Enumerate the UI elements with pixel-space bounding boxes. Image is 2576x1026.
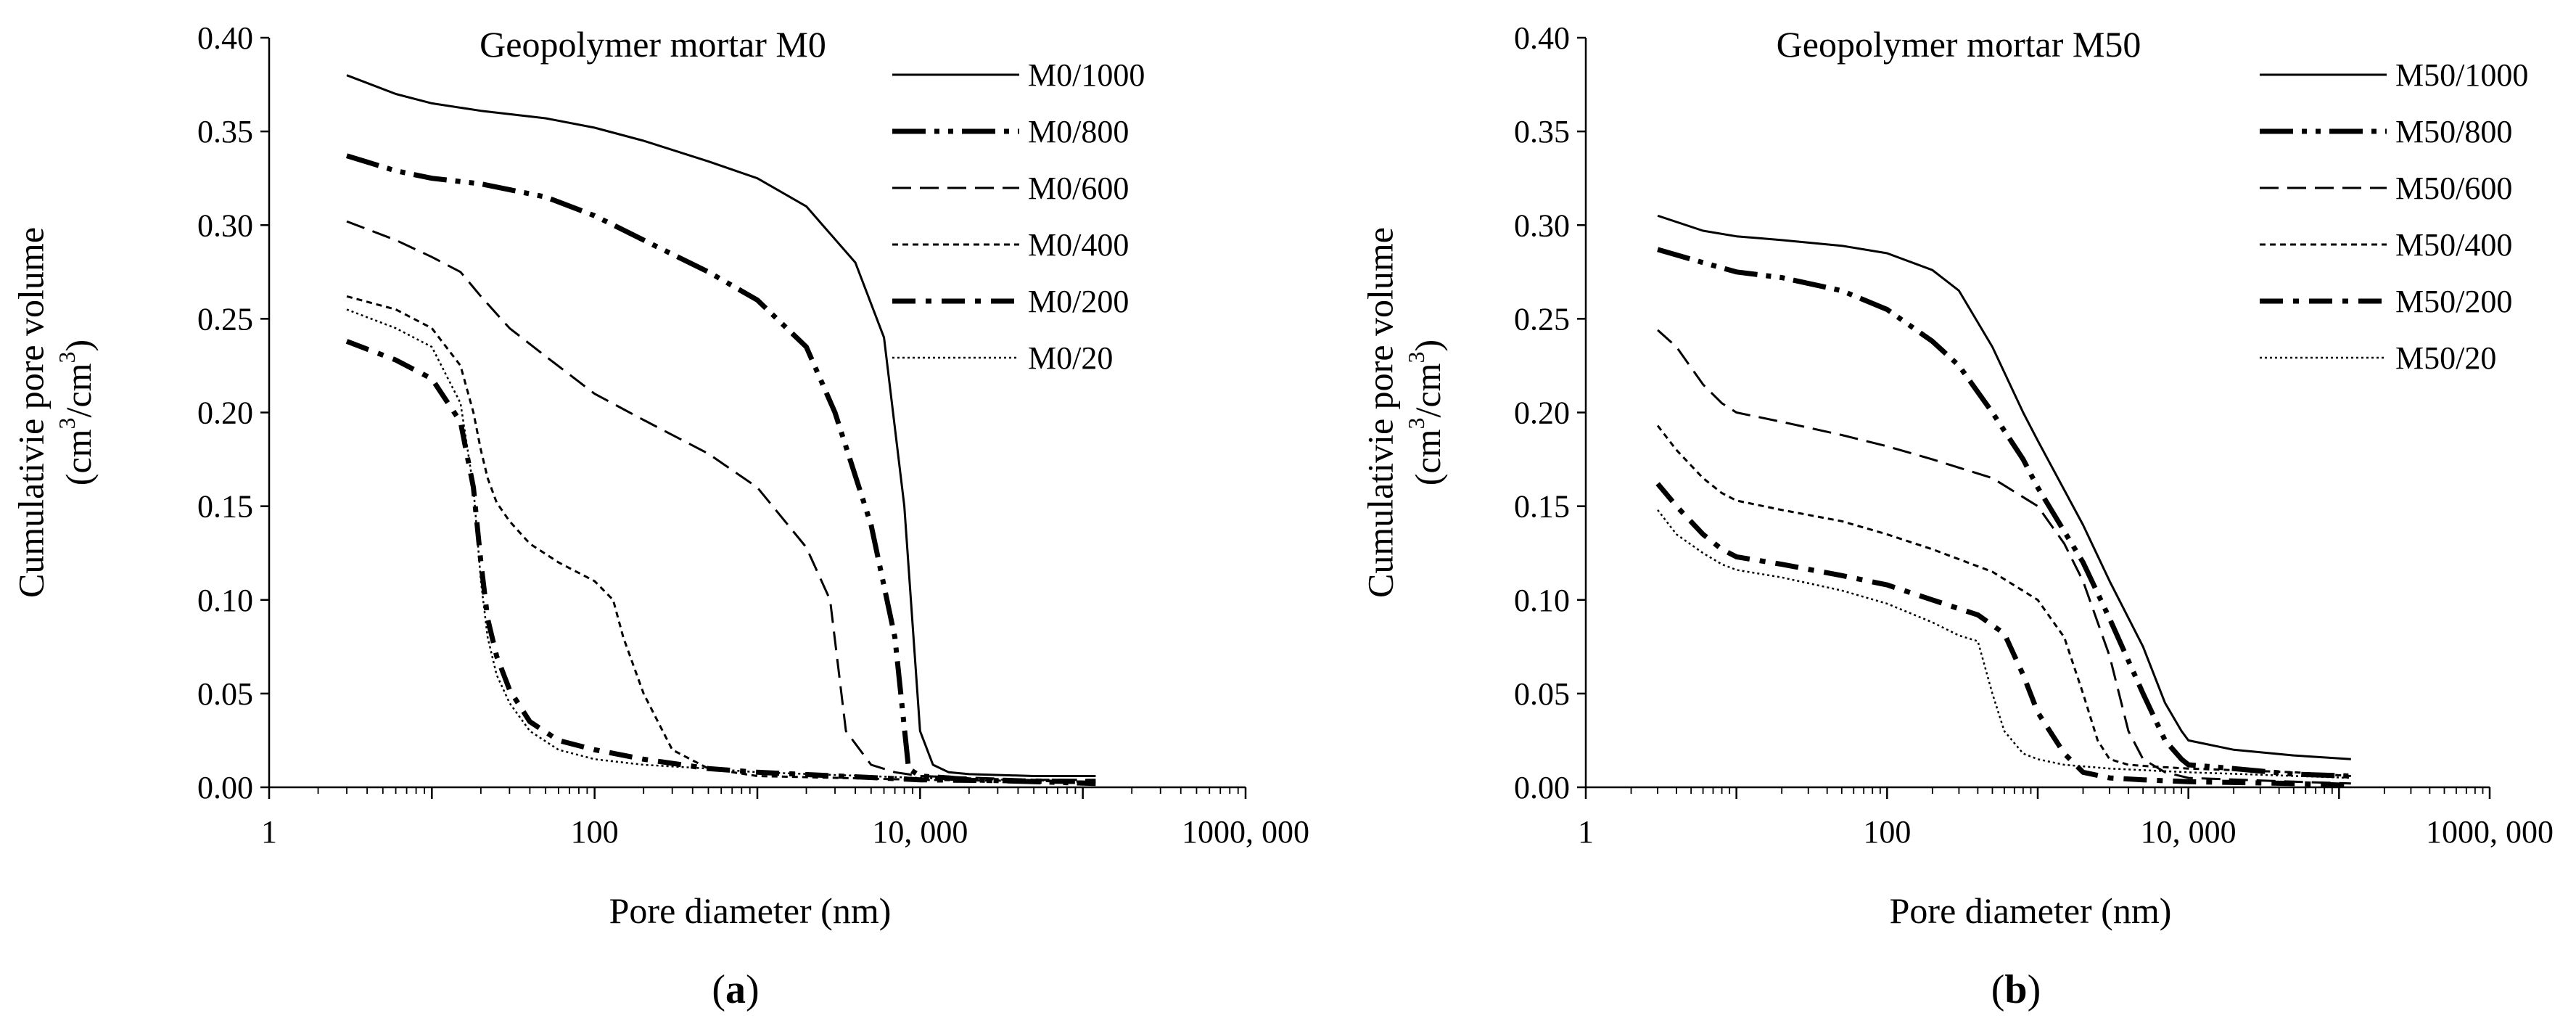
legend-label: M0/600 xyxy=(1028,171,1129,206)
x-tick-label: 1 xyxy=(1578,814,1594,850)
series-line-m50-600 xyxy=(1657,329,2351,785)
y-axis-label: Cumulativie pore volume xyxy=(10,227,51,598)
legend-label: M0/800 xyxy=(1028,114,1129,149)
unit-superscript: 3 xyxy=(1403,351,1429,363)
y-tick-label: 0.05 xyxy=(1514,676,1570,712)
y-tick-label: 0.20 xyxy=(197,395,253,431)
unit-text: (cm xyxy=(1407,429,1448,485)
series-line-m50-1000 xyxy=(1657,214,2351,760)
legend-label: M50/400 xyxy=(2395,227,2512,263)
legend-label: M50/1000 xyxy=(2395,57,2528,93)
panel-letter: b xyxy=(2004,967,2027,1012)
unit-superscript: 3 xyxy=(54,417,80,429)
legend-label: M0/20 xyxy=(1028,340,1113,376)
legend-label: M50/200 xyxy=(2395,284,2512,319)
x-tick-label: 1 xyxy=(261,814,277,850)
y-tick-label: 0.35 xyxy=(1514,114,1570,149)
unit-text: ) xyxy=(1407,340,1448,352)
y-tick-label: 0.35 xyxy=(197,114,253,149)
y-axis-unit-label: (cm3/cm3) xyxy=(1403,340,1448,485)
y-axis-label: Cumulativie pore volume xyxy=(1359,227,1400,598)
x-tick-label: 10, 000 xyxy=(872,814,968,850)
series-line-m50-400 xyxy=(1656,424,2351,777)
legend-label: M50/20 xyxy=(2395,340,2496,376)
y-tick-label: 0.05 xyxy=(197,676,253,712)
y-tick-label: 0.00 xyxy=(197,770,253,805)
unit-text: ) xyxy=(58,340,99,352)
x-tick-label: 100 xyxy=(1863,814,1911,850)
unit-superscript: 3 xyxy=(54,351,80,363)
unit-text: (cm xyxy=(58,429,99,485)
legend-label: M50/600 xyxy=(2395,171,2512,206)
y-tick-label: 0.25 xyxy=(197,301,253,337)
unit-text: /cm xyxy=(58,363,99,417)
panel-letter: a xyxy=(725,967,746,1012)
y-tick-label: 0.40 xyxy=(1514,20,1570,56)
y-tick-label: 0.15 xyxy=(1514,489,1570,525)
chart-panel-a: 0.00 0.05 0.10 0.15 0.20 0.25 0.30 0.35 0.40 1 100… xyxy=(10,20,1309,1012)
x-tick-label: 1000, 000 xyxy=(1182,814,1309,850)
x-tick-label: 100 xyxy=(571,814,619,850)
series-line-m0-600 xyxy=(346,220,1096,781)
x-axis-label: Pore diameter (nm) xyxy=(1890,890,2172,931)
y-tick-label: 0.15 xyxy=(197,489,253,525)
legend-label: M0/200 xyxy=(1028,284,1129,319)
y-tick-label: 0.40 xyxy=(197,20,253,56)
x-tick-label: 10, 000 xyxy=(2141,814,2236,850)
series-line-m50-20 xyxy=(1657,509,2351,779)
y-tick-label: 0.10 xyxy=(1514,583,1570,618)
series-line-m50-800 xyxy=(1657,247,2351,779)
legend-label: M50/800 xyxy=(2395,114,2512,149)
unit-superscript: 3 xyxy=(1403,417,1429,429)
x-axis-label: Pore diameter (nm) xyxy=(609,890,892,931)
y-tick-label: 0.10 xyxy=(197,583,253,618)
chart-panel-b: 0.00 0.05 0.10 0.15 0.20 0.25 0.30 0.35 0.40 1 100… xyxy=(1359,20,2554,1012)
chart-title: Geopolymer mortar M0 xyxy=(480,24,826,65)
y-tick-label: 0.20 xyxy=(1514,395,1570,431)
legend-label: M0/1000 xyxy=(1028,57,1145,93)
panel-label: (a) xyxy=(712,967,759,1012)
y-axis-unit-label: (cm3/cm3) xyxy=(54,340,99,485)
series-line-m0-400 xyxy=(346,295,1096,783)
y-tick-label: 0.30 xyxy=(1514,208,1570,243)
panel-label: (b) xyxy=(1991,967,2041,1012)
x-tick-label: 1000, 000 xyxy=(2426,814,2554,850)
unit-text: /cm xyxy=(1407,363,1448,417)
y-tick-label: 0.25 xyxy=(1514,301,1570,337)
series-line-m0-1000 xyxy=(346,74,1096,777)
series-line-m50-200 xyxy=(1655,482,2351,788)
y-tick-label: 0.30 xyxy=(197,208,253,243)
chart-title: Geopolymer mortar M50 xyxy=(1777,24,2141,65)
legend-label: M0/400 xyxy=(1028,227,1129,263)
y-tick-label: 0.00 xyxy=(1514,770,1570,805)
series-line-m0-200 xyxy=(345,339,1096,784)
